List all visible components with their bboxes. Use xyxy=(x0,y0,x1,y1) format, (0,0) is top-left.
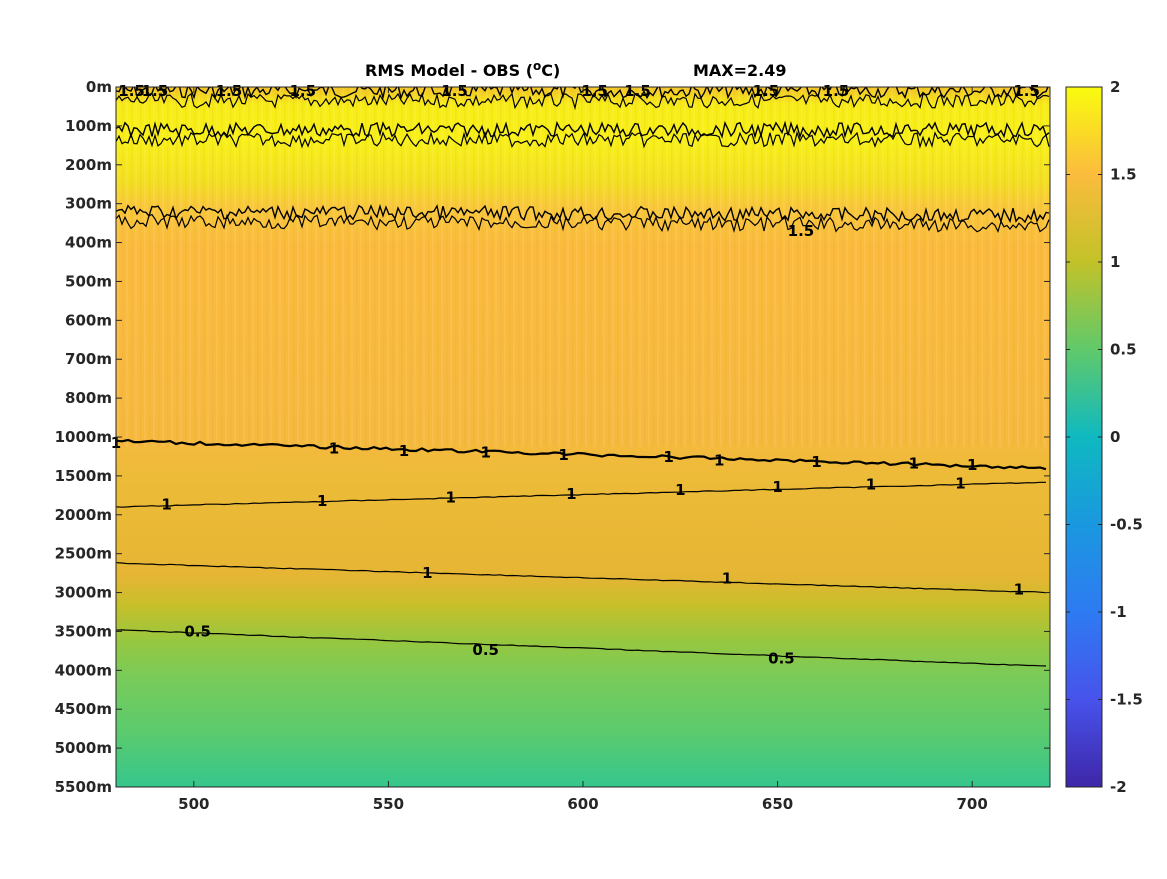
contour-label: 1 xyxy=(866,475,876,493)
colorbar-tick-label: -2 xyxy=(1110,778,1127,796)
y-tick-label: 0m xyxy=(86,78,112,96)
contour-label: 1.5 xyxy=(290,82,317,100)
x-tick-label: 700 xyxy=(957,795,988,813)
contour-label: 1 xyxy=(317,492,327,510)
contour-label: 1 xyxy=(967,456,977,474)
y-tick-label: 2500m xyxy=(55,545,112,563)
contour-label: 1.5 xyxy=(788,222,815,240)
title-degree-superscript: o xyxy=(533,59,541,73)
colorbar-tick-label: -1.5 xyxy=(1110,691,1143,709)
colorbar-tick-label: -0.5 xyxy=(1110,516,1143,534)
y-tick-label: 700m xyxy=(65,350,112,368)
y-axis-ticks: 0m 100m 200m 300m 400m 500m 600m 700m 800m 1000m 1… xyxy=(55,78,1050,796)
chart-max-label: MAX=2.49 xyxy=(693,61,787,80)
contour-label: 0.5 xyxy=(768,650,795,668)
colorbar-tick-label: -1 xyxy=(1110,603,1127,621)
contour-label: 1.5 xyxy=(118,82,145,100)
y-tick-label: 2000m xyxy=(55,506,112,524)
title-unit-suffix: C) xyxy=(541,61,560,80)
contour-label: 1 xyxy=(480,444,490,462)
contour-label: 1.5 xyxy=(1013,82,1040,100)
contour-label: 1 xyxy=(772,478,782,496)
contour-line xyxy=(116,203,1050,224)
y-tick-label: 3500m xyxy=(55,622,112,640)
chart-title: RMS Model - OBS (oC) xyxy=(365,59,560,80)
contour-label: 1 xyxy=(399,442,409,460)
contour-label: 1 xyxy=(955,475,965,493)
contour-line-secondary xyxy=(116,213,1050,234)
contour-label: 1 xyxy=(722,570,732,588)
x-tick-label: 650 xyxy=(762,795,793,813)
colorbar-tick-label: 0 xyxy=(1110,428,1120,446)
x-axis-ticks: 500 550 600 650 700 xyxy=(178,87,988,813)
contour-label: 1 xyxy=(558,446,568,464)
y-tick-label: 600m xyxy=(65,311,112,329)
y-tick-label: 400m xyxy=(65,234,112,252)
contour-label: 1 xyxy=(811,453,821,471)
contour-line xyxy=(116,481,1046,508)
y-tick-label: 5500m xyxy=(55,778,112,796)
colorbar-tick-label: 1.5 xyxy=(1110,166,1137,184)
contour-line xyxy=(116,629,1047,667)
contour-label: 1 xyxy=(329,440,339,458)
contour-label: 1 xyxy=(566,485,576,503)
colorbar-gradient xyxy=(1065,86,1103,788)
y-tick-label: 1500m xyxy=(55,467,112,485)
y-tick-label: 4000m xyxy=(55,661,112,679)
y-tick-label: 300m xyxy=(65,195,112,213)
contour-label: 1 xyxy=(675,481,685,499)
contour-label: 1.5 xyxy=(581,82,608,100)
y-tick-label: 800m xyxy=(65,389,112,407)
colorbar-tick-label: 0.5 xyxy=(1110,341,1137,359)
heatmap-field xyxy=(116,87,1050,787)
y-tick-label: 200m xyxy=(65,156,112,174)
y-tick-label: 1000m xyxy=(55,428,112,446)
contour-label: 1 xyxy=(445,489,455,507)
colorbar-tick-label: 2 xyxy=(1110,78,1120,96)
contour-label: 1.5 xyxy=(624,82,651,100)
y-tick-label: 3000m xyxy=(55,584,112,602)
contour-label: 1 xyxy=(161,496,171,514)
contour-label: 0.5 xyxy=(472,641,499,659)
contour-label: 1 xyxy=(1014,580,1024,598)
contour-label: 1.5 xyxy=(823,82,850,100)
contour-label: 1.5 xyxy=(441,82,468,100)
contour-label: 1.5 xyxy=(753,82,780,100)
y-tick-label: 5000m xyxy=(55,739,112,757)
x-tick-label: 500 xyxy=(178,795,209,813)
contour-labels: 1 1 1 1 1 1 1 11 110.50.5 0.51 1 1 1 1 1 1 1 1 11.51.5 1.5 1… xyxy=(111,82,1040,668)
contour-label: 1.5 xyxy=(216,82,243,100)
contour-label: 1.5 xyxy=(142,82,169,100)
colorbar: 2 1.5 1 0.5 0 -0.5 -1 -1.5 -2 xyxy=(1065,78,1143,796)
y-tick-label: 4500m xyxy=(55,700,112,718)
contour-line-secondary xyxy=(116,92,1050,111)
heatmap-vertical-streaks xyxy=(116,87,1050,447)
contour-label: 1 xyxy=(714,451,724,469)
colorbar-ticks: 2 1.5 1 0.5 0 -0.5 -1 -1.5 -2 xyxy=(1066,78,1143,796)
contour-line-secondary xyxy=(116,130,1050,149)
x-tick-label: 600 xyxy=(567,795,598,813)
contour-label: 1 xyxy=(909,454,919,472)
contour-label: 0.5 xyxy=(184,622,211,640)
y-tick-label: 100m xyxy=(65,117,112,135)
contour-line xyxy=(116,120,1050,139)
colorbar-tick-label: 1 xyxy=(1110,253,1120,271)
title-main: RMS Model - OBS ( xyxy=(365,61,533,80)
contour-line xyxy=(116,438,1047,471)
x-tick-label: 550 xyxy=(373,795,404,813)
y-tick-label: 500m xyxy=(65,272,112,290)
contour-line xyxy=(116,562,1047,594)
contour-label: 1 xyxy=(663,448,673,466)
contour-label: 1 xyxy=(422,564,432,582)
